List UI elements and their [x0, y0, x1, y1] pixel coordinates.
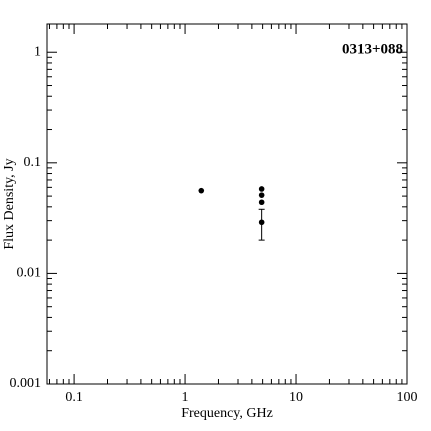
x-tick-label: 10 [289, 390, 303, 405]
y-axis-label: Flux Density, Jy [2, 158, 17, 249]
point [258, 192, 265, 198]
y-tick-label: 0.1 [24, 155, 42, 170]
annotation: 0313+088 [342, 41, 403, 57]
x-axis-label: Frequency, GHz [181, 406, 273, 421]
y-tick-label: 1 [34, 44, 41, 59]
point [258, 186, 265, 192]
x-tick-label: 100 [397, 390, 418, 405]
plot-frame [46, 23, 408, 385]
point [258, 199, 265, 206]
point [198, 187, 205, 194]
x-tick-label: 1 [182, 390, 189, 405]
x-tick-label: 0.1 [65, 390, 83, 405]
y-tick-label: 0.01 [17, 266, 42, 281]
point [258, 219, 265, 226]
y-tick-label: 0.001 [10, 376, 42, 391]
